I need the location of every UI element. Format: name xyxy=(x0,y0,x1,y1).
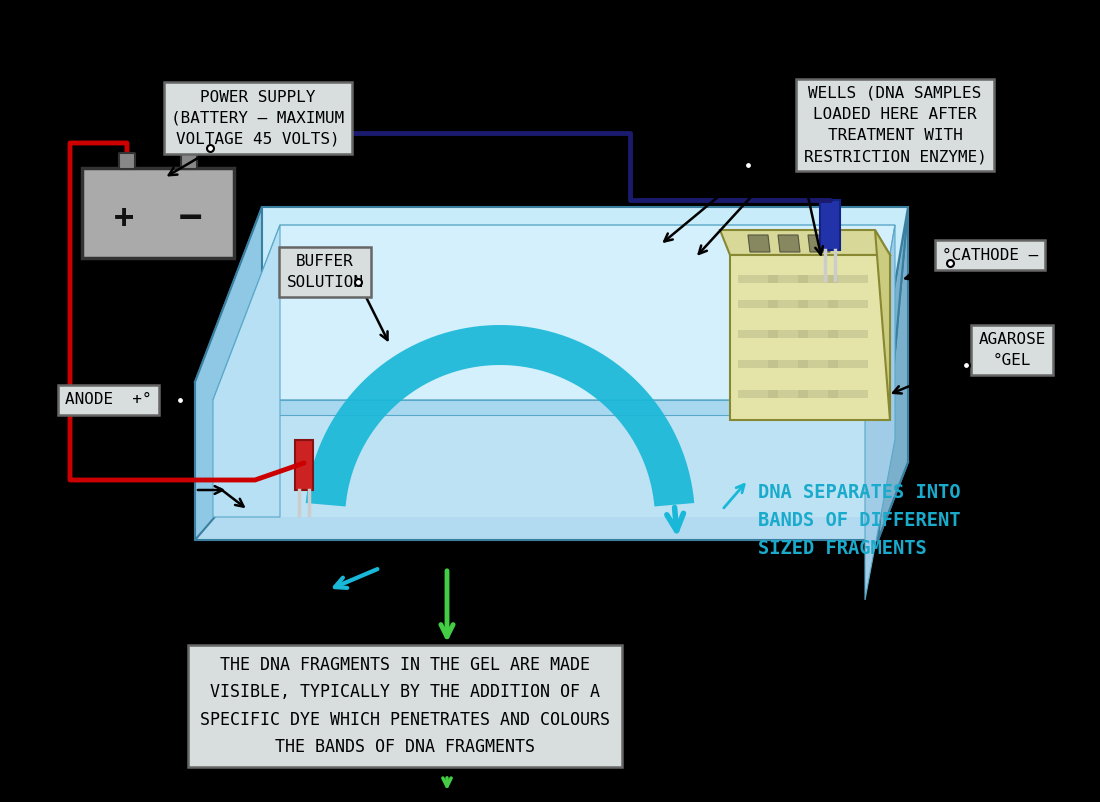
Polygon shape xyxy=(738,330,778,338)
Polygon shape xyxy=(874,230,890,420)
Polygon shape xyxy=(828,330,868,338)
Polygon shape xyxy=(738,360,778,368)
Polygon shape xyxy=(878,207,908,540)
Polygon shape xyxy=(828,300,868,308)
Polygon shape xyxy=(295,440,313,490)
FancyBboxPatch shape xyxy=(182,153,197,169)
Polygon shape xyxy=(195,207,262,540)
Polygon shape xyxy=(213,225,280,517)
Polygon shape xyxy=(213,225,895,400)
Text: −: − xyxy=(178,199,201,237)
Polygon shape xyxy=(213,400,865,517)
Polygon shape xyxy=(820,200,840,250)
Polygon shape xyxy=(778,235,800,252)
Text: THE DNA FRAGMENTS IN THE GEL ARE MADE
VISIBLE, TYPICALLY BY THE ADDITION OF A
SP: THE DNA FRAGMENTS IN THE GEL ARE MADE VI… xyxy=(200,656,610,755)
Polygon shape xyxy=(195,207,908,382)
Polygon shape xyxy=(828,360,868,368)
Text: WELLS (DNA SAMPLES
LOADED HERE AFTER
TREATMENT WITH
RESTRICTION ENZYME): WELLS (DNA SAMPLES LOADED HERE AFTER TRE… xyxy=(804,86,987,164)
Polygon shape xyxy=(738,300,778,308)
Polygon shape xyxy=(195,382,878,540)
Polygon shape xyxy=(213,400,865,415)
Polygon shape xyxy=(828,390,868,398)
Text: AGAROSE
°GEL: AGAROSE °GEL xyxy=(978,332,1046,368)
Text: DNA SEPARATES INTO
BANDS OF DIFFERENT
SIZED FRAGMENTS: DNA SEPARATES INTO BANDS OF DIFFERENT SI… xyxy=(758,483,960,557)
Polygon shape xyxy=(720,230,890,255)
Text: +: + xyxy=(114,201,134,234)
Text: ANODE  +°: ANODE +° xyxy=(65,392,152,407)
Polygon shape xyxy=(768,390,808,398)
Polygon shape xyxy=(748,235,770,252)
FancyBboxPatch shape xyxy=(82,168,234,258)
FancyBboxPatch shape xyxy=(119,153,135,169)
Polygon shape xyxy=(768,360,808,368)
Polygon shape xyxy=(768,330,808,338)
Polygon shape xyxy=(195,462,908,540)
Polygon shape xyxy=(828,275,868,283)
Polygon shape xyxy=(865,225,895,600)
Text: °CATHODE –: °CATHODE – xyxy=(942,248,1038,262)
Polygon shape xyxy=(738,390,778,398)
Polygon shape xyxy=(768,275,808,283)
Polygon shape xyxy=(808,235,830,252)
Polygon shape xyxy=(798,390,838,398)
Polygon shape xyxy=(306,325,694,507)
Polygon shape xyxy=(878,207,908,540)
Text: BUFFER
SOLUTION: BUFFER SOLUTION xyxy=(286,254,363,290)
Polygon shape xyxy=(798,300,838,308)
Polygon shape xyxy=(738,275,778,283)
Polygon shape xyxy=(798,330,838,338)
Text: POWER SUPPLY
(BATTERY – MAXIMUM
VOLTAGE 45 VOLTS): POWER SUPPLY (BATTERY – MAXIMUM VOLTAGE … xyxy=(172,90,344,147)
Polygon shape xyxy=(768,300,808,308)
Polygon shape xyxy=(730,255,890,420)
Polygon shape xyxy=(798,275,838,283)
Polygon shape xyxy=(798,360,838,368)
